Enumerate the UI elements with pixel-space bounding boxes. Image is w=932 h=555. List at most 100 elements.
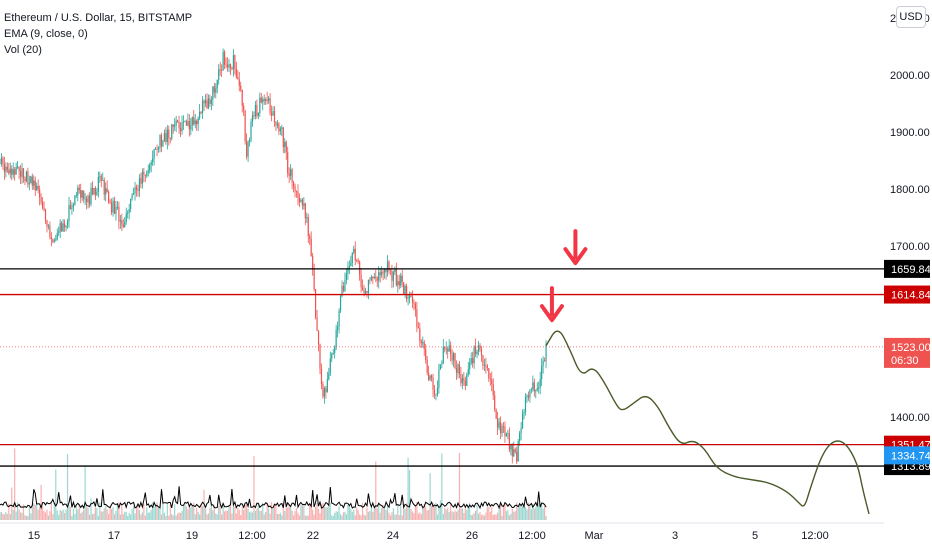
- volume-bar: [181, 510, 183, 520]
- candle-body: [517, 440, 519, 462]
- volume-bar: [6, 513, 8, 520]
- volume-bar: [545, 515, 547, 520]
- horizontal-levels[interactable]: [0, 268, 884, 467]
- volume-bar: [55, 469, 57, 520]
- candle-body: [450, 345, 452, 355]
- volume-bar: [469, 502, 471, 520]
- candle-body: [128, 209, 130, 213]
- candle-body: [102, 180, 104, 181]
- volume-bar: [488, 506, 490, 520]
- projection-curve[interactable]: [545, 330, 870, 515]
- volume-bar: [44, 512, 47, 520]
- volume-bar: [209, 507, 211, 520]
- time-axis[interactable]: 15 17 19 12:00 22 24 26 12:00 Mar 3 5 12:00: [0, 522, 884, 542]
- candle-body: [215, 88, 217, 93]
- candle-body: [247, 142, 249, 157]
- volume-bar: [510, 513, 512, 520]
- volume-bar: [156, 502, 158, 520]
- volume-bar: [309, 503, 311, 520]
- volume-bar: [441, 453, 443, 520]
- volume-bar: [457, 509, 459, 520]
- volume-bar: [153, 506, 155, 520]
- candle-body: [231, 68, 233, 70]
- arrows[interactable]: [539, 229, 588, 323]
- candle-body: [278, 123, 280, 132]
- candle-body: [159, 134, 161, 148]
- price-level-tag[interactable]: 1614.84: [884, 285, 931, 304]
- price-level-tag-bg: [884, 259, 930, 278]
- currency-button[interactable]: USD: [896, 6, 926, 28]
- volume-bar: [350, 509, 352, 520]
- projection[interactable]: [545, 330, 870, 515]
- candle-body: [132, 193, 135, 195]
- volume-bar: [52, 514, 54, 520]
- volume-bar: [41, 505, 44, 520]
- candle-body: [257, 113, 259, 116]
- candle-body: [50, 237, 52, 240]
- volume-bar: [28, 507, 30, 520]
- candle-body: [172, 124, 174, 127]
- candle-body: [432, 377, 434, 390]
- candle-body: [137, 189, 139, 191]
- candle-body: [470, 358, 472, 363]
- price-level-tag[interactable]: 1659.84: [884, 259, 931, 278]
- candle-body: [27, 171, 29, 185]
- ema-value-tag-text: 1334.74: [891, 450, 931, 462]
- volume-bar: [392, 508, 394, 520]
- candle-body: [442, 346, 444, 364]
- candle-body: [138, 178, 141, 191]
- volume-bar: [388, 512, 390, 520]
- down-arrow-icon[interactable]: [539, 286, 564, 323]
- volume-bar: [435, 502, 437, 520]
- volume-bar: [375, 461, 377, 520]
- price-tick-label: 2000.00: [890, 70, 930, 82]
- volume-bar: [49, 511, 51, 520]
- ema-indicator-label[interactable]: EMA (9, close, 0): [4, 28, 88, 40]
- volume-bar: [33, 503, 35, 520]
- volume-bar: [542, 508, 544, 520]
- candle-body: [485, 365, 487, 367]
- volume-bar: [489, 511, 491, 520]
- candle-body: [411, 296, 414, 303]
- ema-value-tag[interactable]: 1334.74: [884, 446, 931, 465]
- volume-bar: [369, 511, 371, 520]
- volume-bar: [310, 503, 312, 520]
- volume-bar: [385, 509, 387, 520]
- volume-bar: [426, 510, 428, 520]
- candle-body: [58, 231, 60, 233]
- candle-body: [210, 99, 212, 104]
- volume-bar: [196, 507, 198, 520]
- down-arrow-icon[interactable]: [563, 229, 588, 266]
- volume-bar: [9, 514, 11, 520]
- volume-bar: [361, 502, 364, 520]
- volume-bar: [40, 484, 42, 520]
- volume-bar: [168, 515, 170, 520]
- candle-body: [477, 345, 480, 353]
- candle-body: [72, 204, 74, 208]
- volume-bar: [15, 511, 17, 520]
- volume-indicator-label[interactable]: Vol (20): [4, 44, 42, 56]
- volume-bar: [536, 504, 538, 520]
- candle-body: [165, 133, 167, 143]
- candle-body: [433, 389, 436, 395]
- candle-body: [228, 63, 230, 68]
- candle-body: [407, 298, 409, 300]
- price-axis[interactable]: 1400.001500.001700.001800.001900.002000.…: [884, 0, 932, 550]
- volume-bar: [14, 448, 16, 520]
- candle-body: [201, 100, 204, 113]
- volume-bar: [12, 509, 14, 520]
- symbol-title[interactable]: Ethereum / U.S. Dollar, 15, BITSTAMP: [4, 12, 193, 24]
- candle-body: [335, 329, 337, 347]
- volume-bar: [527, 502, 530, 520]
- volume-bar: [295, 508, 298, 520]
- candle-body: [127, 212, 129, 214]
- volume-bar: [455, 511, 458, 520]
- candle-body: [341, 285, 343, 297]
- candle-body: [529, 389, 531, 398]
- candle-body: [80, 190, 82, 198]
- candle-body: [46, 220, 48, 227]
- volume-bar: [234, 506, 236, 520]
